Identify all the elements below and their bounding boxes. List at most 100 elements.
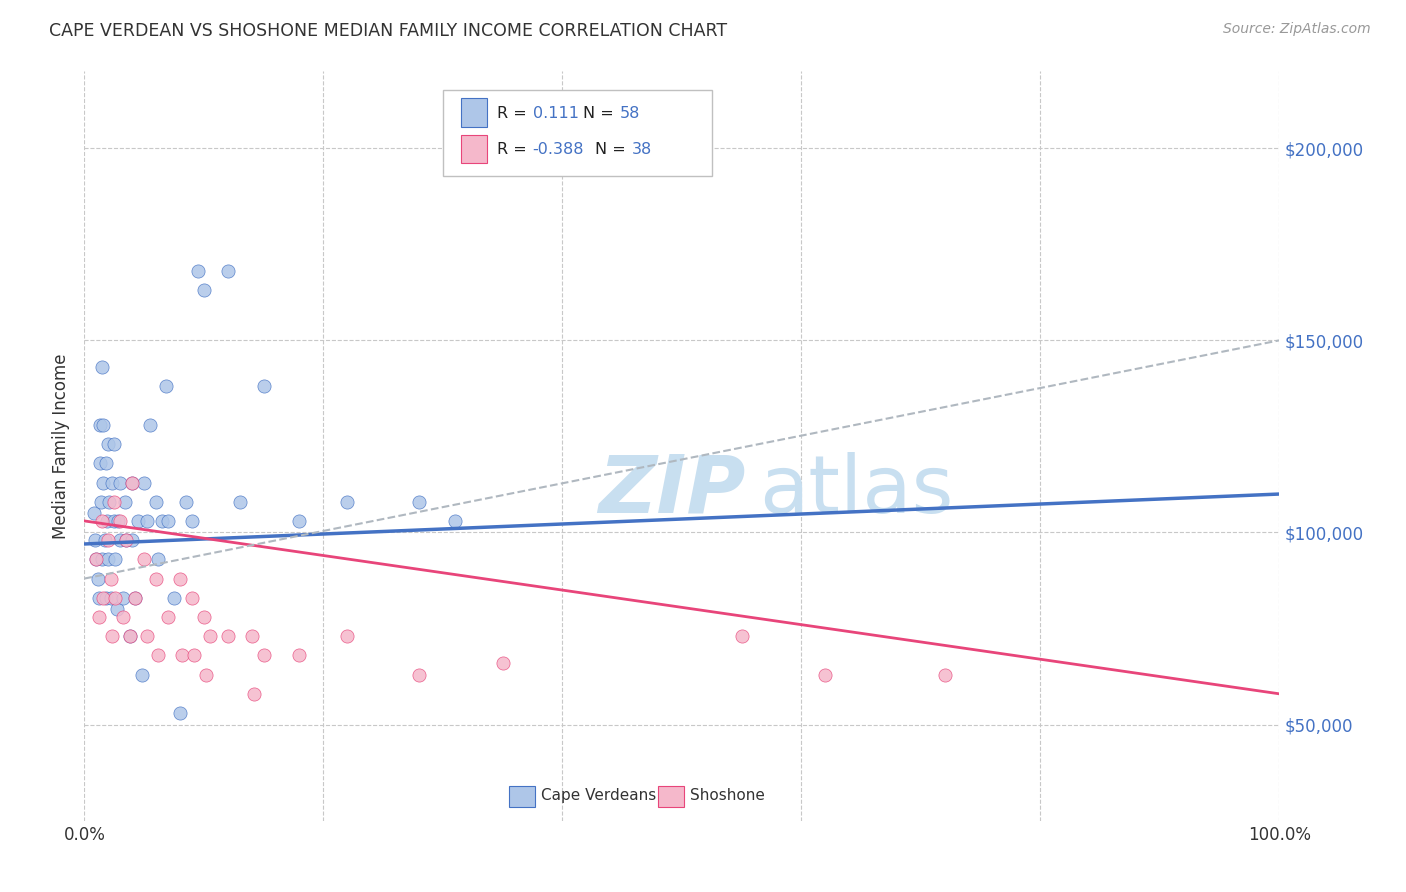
Point xyxy=(132,475,156,490)
Point xyxy=(98,494,121,508)
Point xyxy=(288,514,311,528)
Point xyxy=(408,494,430,508)
Point xyxy=(89,417,111,432)
Point xyxy=(193,284,215,298)
Text: Source: ZipAtlas.com: Source: ZipAtlas.com xyxy=(1223,22,1371,37)
Point xyxy=(97,552,120,566)
Point xyxy=(89,456,111,470)
Text: atlas: atlas xyxy=(759,452,953,530)
Point xyxy=(115,533,138,548)
Bar xyxy=(461,135,486,163)
Point xyxy=(934,667,956,681)
Text: N =: N = xyxy=(595,142,626,157)
Point xyxy=(87,591,110,605)
Point xyxy=(101,629,124,643)
Point xyxy=(86,552,108,566)
Point xyxy=(193,610,215,624)
Point xyxy=(100,572,122,586)
Point xyxy=(110,514,132,528)
Point xyxy=(91,552,114,566)
Point xyxy=(217,629,239,643)
Text: R =: R = xyxy=(496,105,526,120)
Point xyxy=(94,591,117,605)
Point xyxy=(118,629,141,643)
Point xyxy=(195,667,218,681)
Text: -0.388: -0.388 xyxy=(533,142,583,157)
Point xyxy=(121,533,143,548)
Point xyxy=(150,514,173,528)
Point xyxy=(91,360,114,375)
Point xyxy=(148,648,170,663)
Point xyxy=(111,610,134,624)
Point xyxy=(253,379,276,393)
Point xyxy=(288,648,311,663)
Point xyxy=(139,417,162,432)
Point xyxy=(217,264,239,278)
Point xyxy=(163,591,186,605)
Point xyxy=(84,533,107,548)
Point xyxy=(97,533,120,548)
Point xyxy=(169,706,191,720)
Point xyxy=(127,514,149,528)
Point xyxy=(187,264,209,278)
Point xyxy=(155,379,177,393)
Bar xyxy=(658,786,685,807)
Point xyxy=(103,514,125,528)
Text: R =: R = xyxy=(496,142,526,157)
Point xyxy=(103,437,125,451)
Point xyxy=(93,533,115,548)
Point xyxy=(94,456,117,470)
Point xyxy=(731,629,754,643)
Point xyxy=(111,591,134,605)
Point xyxy=(104,591,127,605)
Point xyxy=(91,514,114,528)
Point xyxy=(87,610,110,624)
Point xyxy=(93,417,115,432)
Point xyxy=(198,629,221,643)
Text: ZIP: ZIP xyxy=(599,452,745,530)
Point xyxy=(145,572,167,586)
Point xyxy=(107,514,129,528)
Point xyxy=(96,514,118,528)
FancyBboxPatch shape xyxy=(443,90,711,177)
Point xyxy=(121,475,143,490)
Point xyxy=(93,475,115,490)
Point xyxy=(444,514,467,528)
Point xyxy=(135,514,157,528)
Text: 38: 38 xyxy=(631,142,652,157)
Point xyxy=(131,667,153,681)
Point xyxy=(121,475,143,490)
Point xyxy=(97,437,120,451)
Y-axis label: Median Family Income: Median Family Income xyxy=(52,353,70,539)
Text: 58: 58 xyxy=(620,105,640,120)
Point xyxy=(132,552,156,566)
Point xyxy=(169,572,191,586)
Bar xyxy=(461,98,486,127)
Point xyxy=(104,552,127,566)
Point xyxy=(105,602,128,616)
Point xyxy=(181,591,204,605)
Point xyxy=(110,475,132,490)
Point xyxy=(243,687,266,701)
Point xyxy=(814,667,837,681)
Point xyxy=(157,610,180,624)
Point xyxy=(408,667,430,681)
Point xyxy=(492,656,515,670)
Point xyxy=(124,591,146,605)
Text: Cape Verdeans: Cape Verdeans xyxy=(541,789,657,804)
Text: N =: N = xyxy=(582,105,613,120)
Text: 0.111: 0.111 xyxy=(533,105,578,120)
Point xyxy=(336,494,359,508)
Point xyxy=(103,494,125,508)
Point xyxy=(174,494,197,508)
Point xyxy=(93,591,115,605)
Point xyxy=(240,629,263,643)
Text: Shoshone: Shoshone xyxy=(690,789,765,804)
Point xyxy=(90,494,112,508)
Point xyxy=(172,648,194,663)
Point xyxy=(86,552,108,566)
Bar xyxy=(509,786,534,807)
Point xyxy=(124,591,146,605)
Point xyxy=(115,533,138,548)
Point xyxy=(86,572,108,586)
